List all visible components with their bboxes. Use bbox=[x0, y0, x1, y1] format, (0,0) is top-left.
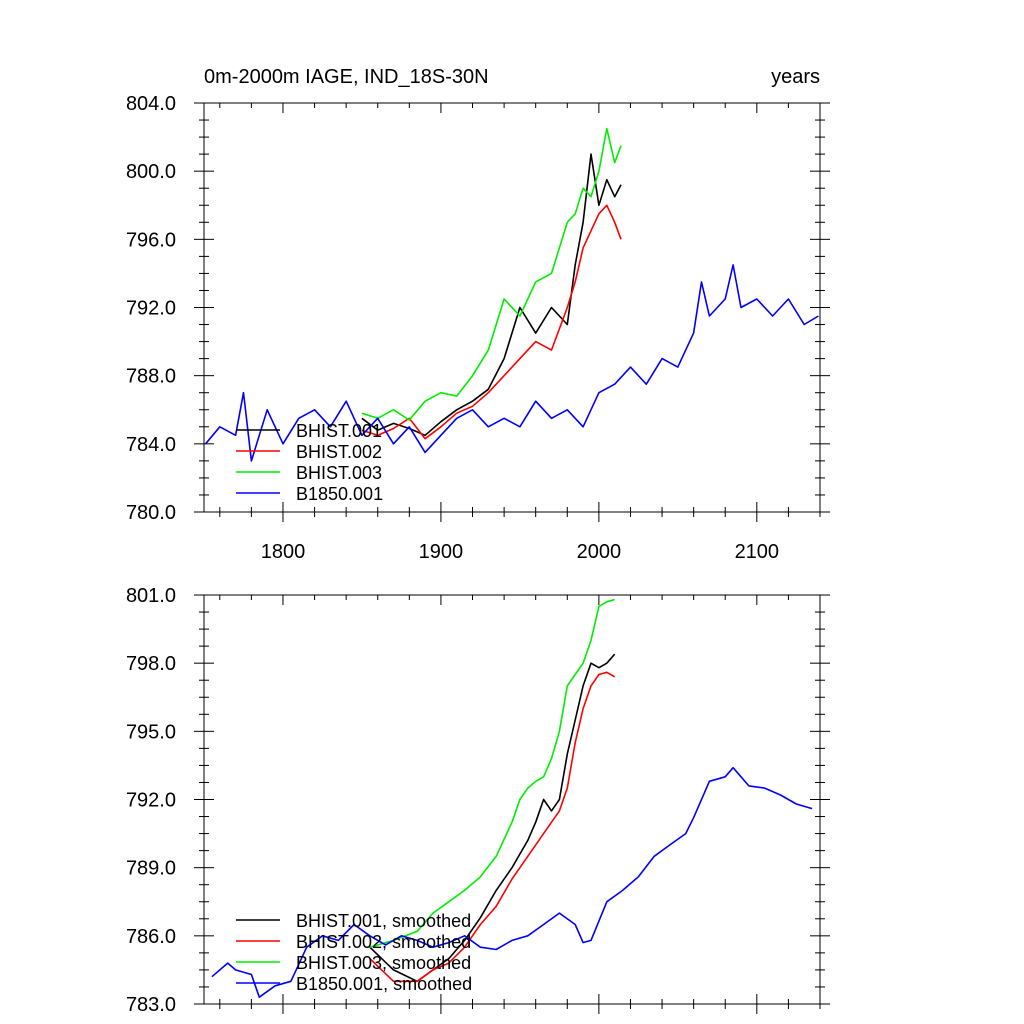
top-panel: 0m-2000m IAGE, IND_18S-30N years 1800 190… bbox=[126, 66, 830, 563]
y-tick-label: 798.0 bbox=[126, 653, 176, 675]
units-label: years bbox=[771, 66, 820, 88]
y-tick-label: 796.0 bbox=[126, 229, 176, 251]
series-line-0 bbox=[361, 153, 622, 437]
y-tick-label: 792.0 bbox=[126, 298, 176, 320]
x-tick-label: 2100 bbox=[735, 541, 780, 563]
series-line-1 bbox=[361, 204, 622, 440]
legend-label: BHIST.002 bbox=[296, 442, 382, 462]
legend-label: BHIST.001 bbox=[296, 421, 382, 441]
series-line-3 bbox=[204, 264, 819, 462]
x-tick-label: 2000 bbox=[577, 541, 622, 563]
bottom-panel: 783.0 786.0 789.0 792.0 795.0 798.0 801.0 BHIST… bbox=[126, 585, 830, 1016]
series-line-2 bbox=[369, 598, 615, 948]
legend-label: BHIST.003 bbox=[296, 463, 382, 483]
y-tick-label: 786.0 bbox=[126, 926, 176, 948]
legend-label: B1850.001, smoothed bbox=[296, 974, 472, 994]
y-tick-label: 788.0 bbox=[126, 366, 176, 388]
legend-label: BHIST.001, smoothed bbox=[296, 911, 471, 931]
series-line-1 bbox=[369, 671, 616, 983]
y-tick-label: 784.0 bbox=[126, 434, 176, 456]
series-line-3 bbox=[211, 766, 813, 999]
y-tick-label: 789.0 bbox=[126, 858, 176, 880]
series-line-0 bbox=[369, 653, 616, 983]
legend-label: B1850.001 bbox=[296, 484, 383, 504]
x-tick-label: 1900 bbox=[419, 541, 464, 563]
chart-title: 0m-2000m IAGE, IND_18S-30N bbox=[204, 66, 489, 88]
series-line-2 bbox=[361, 127, 622, 421]
y-tick-label: 800.0 bbox=[126, 161, 176, 183]
x-tick-label: 1800 bbox=[261, 541, 306, 563]
y-tick-label: 804.0 bbox=[126, 93, 176, 115]
y-tick-label: 801.0 bbox=[126, 585, 176, 607]
y-tick-label: 795.0 bbox=[126, 721, 176, 743]
y-tick-label: 780.0 bbox=[126, 502, 176, 524]
y-tick-label: 783.0 bbox=[126, 994, 176, 1016]
legend-label: BHIST.002, smoothed bbox=[296, 932, 471, 952]
legend-label: BHIST.003, smoothed bbox=[296, 953, 471, 973]
y-tick-label: 792.0 bbox=[126, 790, 176, 812]
